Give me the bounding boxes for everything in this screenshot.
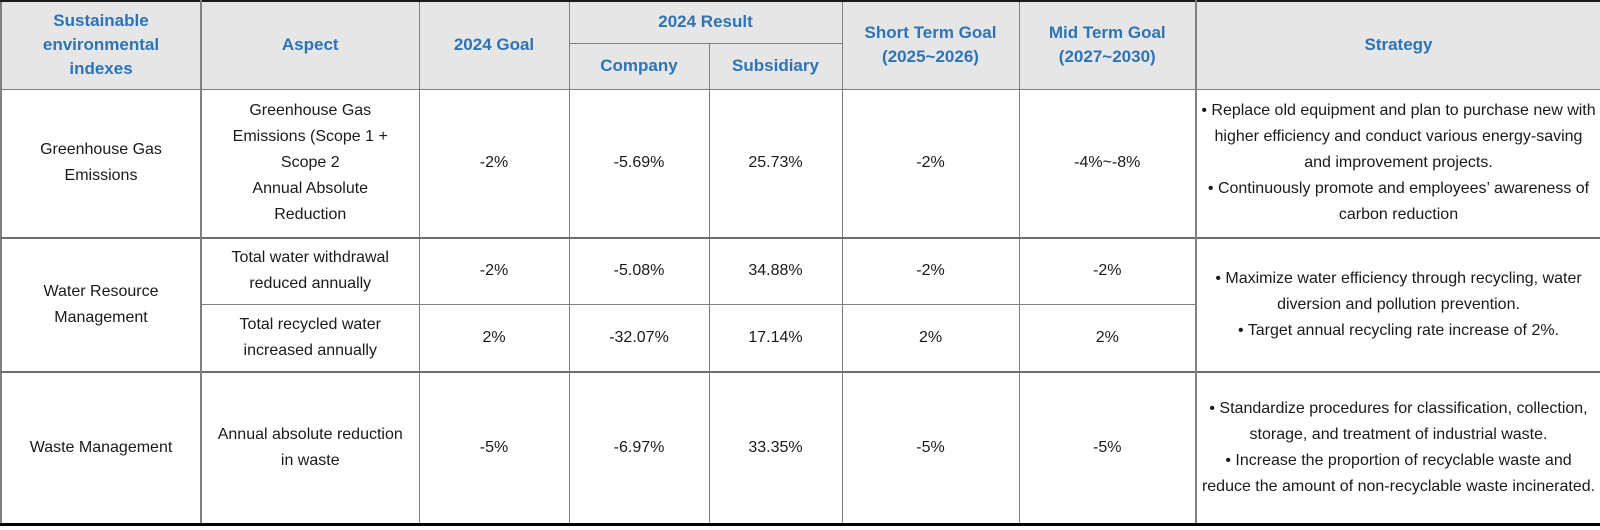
table-row-waste-management: Waste Management Annual absolute reducti… — [0, 371, 1600, 525]
table-row-water-recycled: Total recycled water increased annually … — [1, 303, 1600, 373]
header-cell-strategy: Strategy — [1195, 0, 1600, 90]
strategy-cell: • Replace old equipment and plan to purc… — [1195, 88, 1600, 239]
subsidiary-result-cell: 17.14% — [708, 303, 843, 373]
header-cell-company: Company — [568, 42, 710, 90]
table-row-greenhouse-gas: Greenhouse Gas Emissions Greenhouse Gas … — [0, 88, 1600, 239]
short-term-goal-cell: -2% — [841, 88, 1020, 239]
aspect-cell: Total recycled water increased annually — [200, 303, 420, 373]
goal-2024-cell: -2% — [418, 237, 570, 305]
header-cell-2024-result: 2024 Result — [568, 0, 843, 44]
company-result-cell: -5.08% — [568, 237, 710, 305]
table-row-water-withdrawal: Water Resource Management Total water wi… — [0, 237, 1600, 373]
mid-term-goal-cell: -4%~-8% — [1018, 88, 1197, 239]
aspect-cell: Greenhouse Gas Emissions (Scope 1 + Scop… — [200, 88, 420, 239]
table-header: Sustainable environmental indexes Aspect… — [0, 0, 1600, 90]
header-cell-aspect: Aspect — [200, 0, 420, 90]
strategy-cell: • Standardize procedures for classificat… — [1195, 371, 1600, 525]
subsidiary-result-cell: 25.73% — [708, 88, 843, 239]
header-cell-short-term-goal: Short Term Goal (2025~2026) — [841, 0, 1020, 90]
aspect-cell: Annual absolute reduction in waste — [200, 371, 420, 525]
mid-term-goal-cell: -2% — [1018, 237, 1197, 305]
goal-2024-cell: -5% — [418, 371, 570, 525]
header-cell-indexes: Sustainable environmental indexes — [0, 0, 202, 90]
header-cell-subsidiary: Subsidiary — [708, 42, 843, 90]
goal-2024-cell: 2% — [418, 303, 570, 373]
company-result-cell: -5.69% — [568, 88, 710, 239]
company-result-cell: -6.97% — [568, 371, 710, 525]
index-cell: Greenhouse Gas Emissions — [0, 88, 202, 239]
mid-term-goal-cell: 2% — [1018, 303, 1197, 373]
index-cell: Waste Management — [0, 371, 202, 525]
company-result-cell: -32.07% — [568, 303, 710, 373]
strategy-cell: • Maximize water efficiency through recy… — [1195, 237, 1600, 373]
header-cell-mid-term-goal: Mid Term Goal (2027~2030) — [1018, 0, 1197, 90]
short-term-goal-cell: -5% — [841, 371, 1020, 525]
subsidiary-result-cell: 34.88% — [708, 237, 843, 305]
mid-term-goal-cell: -5% — [1018, 371, 1197, 525]
aspect-cell: Total water withdrawal reduced annually — [200, 237, 420, 305]
short-term-goal-cell: 2% — [841, 303, 1020, 373]
header-cell-2024-goal: 2024 Goal — [418, 0, 570, 90]
index-cell: Water Resource Management — [0, 237, 202, 373]
short-term-goal-cell: -2% — [841, 237, 1020, 305]
goal-2024-cell: -2% — [418, 88, 570, 239]
subsidiary-result-cell: 33.35% — [708, 371, 843, 525]
